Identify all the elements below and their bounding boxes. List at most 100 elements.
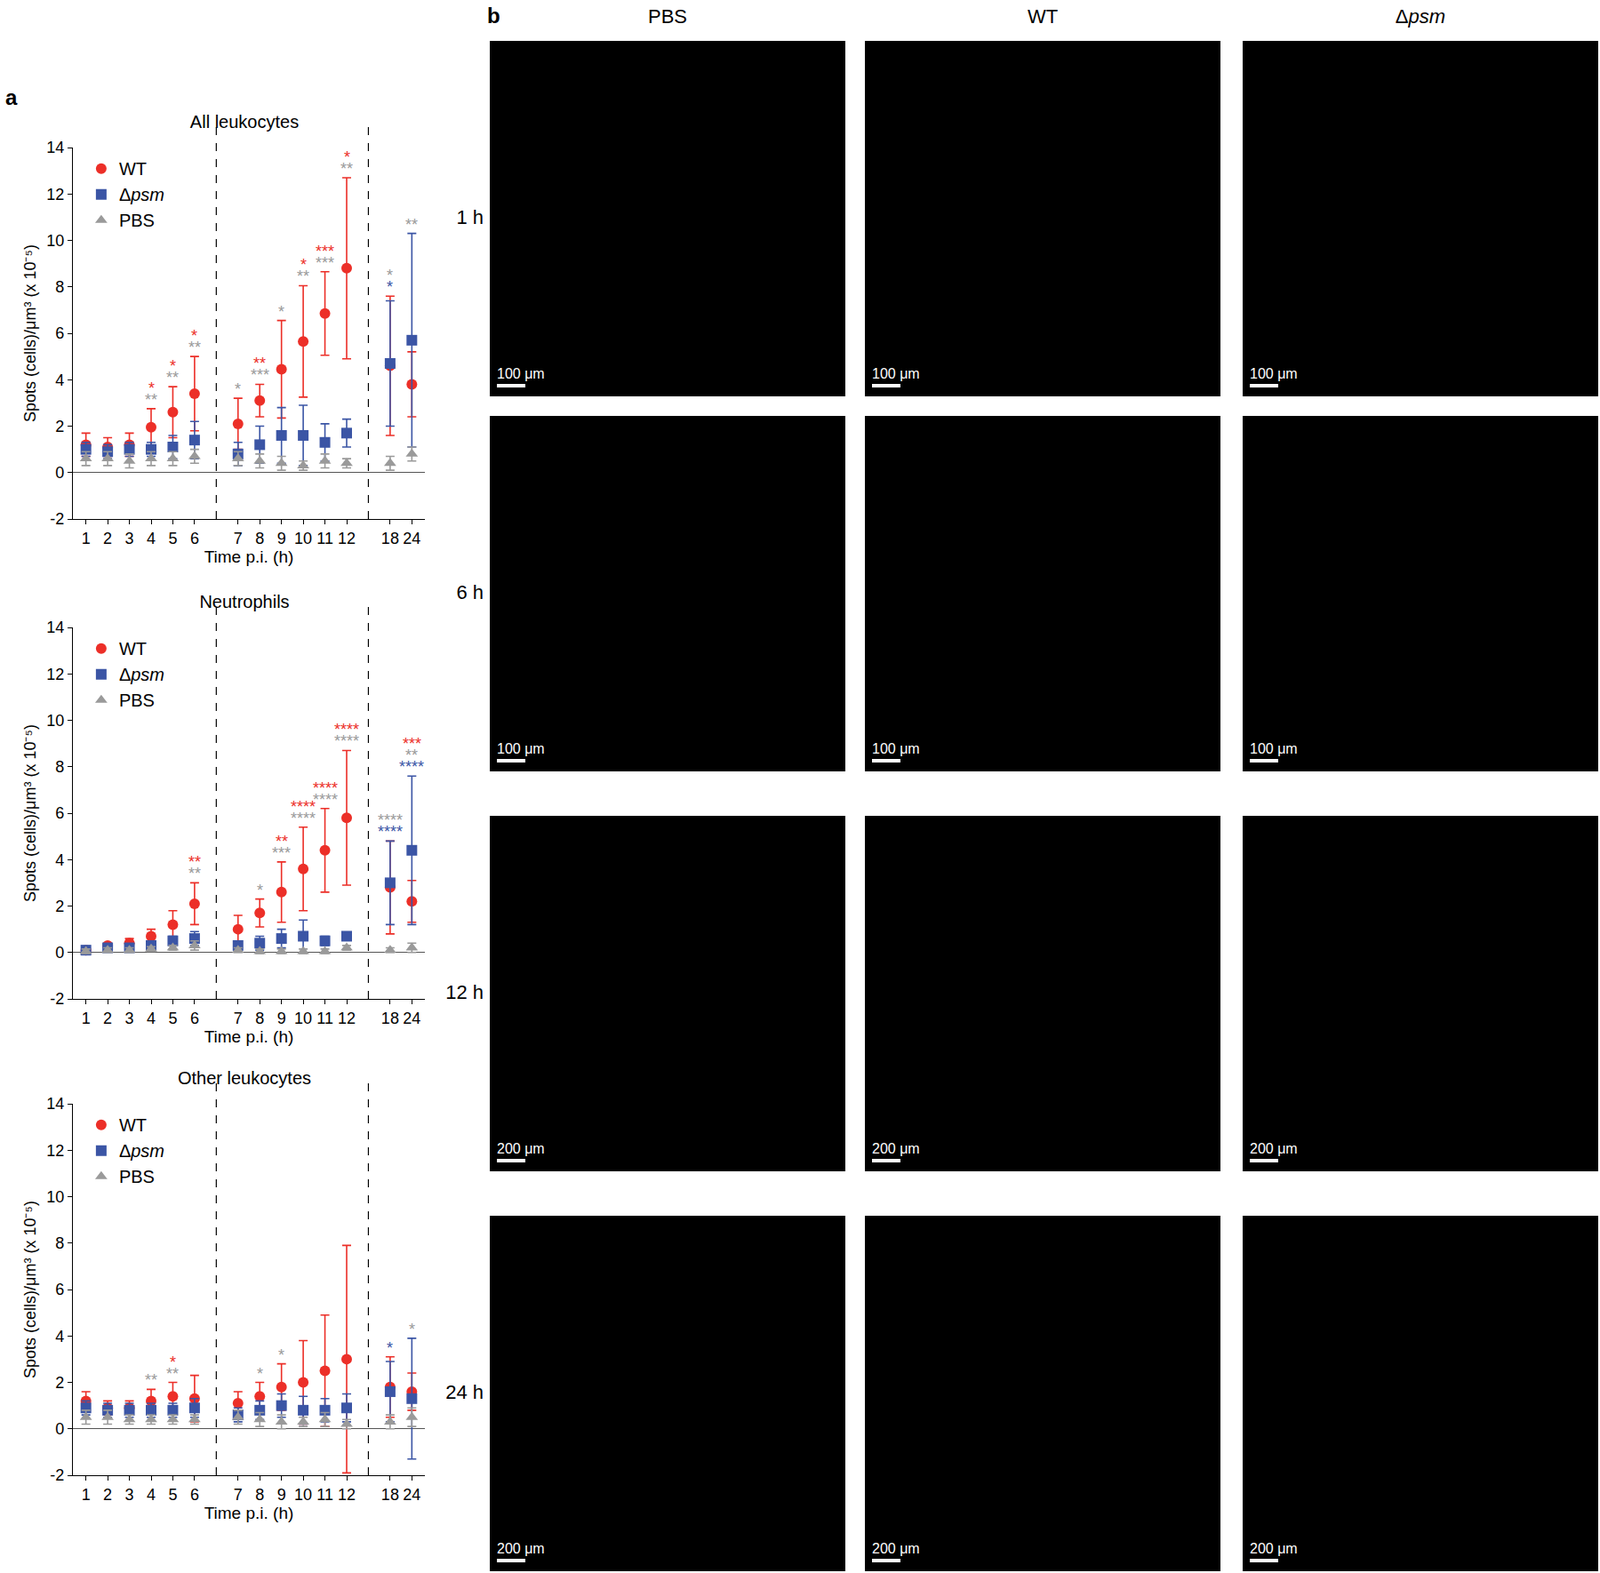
svg-text:*: * bbox=[386, 266, 393, 285]
svg-text:12: 12 bbox=[337, 1486, 356, 1504]
svg-text:**: ** bbox=[405, 216, 418, 234]
svg-text:4: 4 bbox=[55, 371, 64, 390]
svg-text:****: **** bbox=[312, 791, 338, 809]
svg-text:6: 6 bbox=[190, 1009, 200, 1028]
svg-text:WT: WT bbox=[119, 1115, 147, 1136]
svg-text:*: * bbox=[256, 881, 264, 900]
svg-text:4: 4 bbox=[146, 529, 156, 548]
svg-text:*: * bbox=[234, 380, 241, 399]
svg-text:**: ** bbox=[296, 267, 310, 286]
svg-text:24: 24 bbox=[402, 1486, 421, 1504]
svg-text:**: ** bbox=[405, 746, 418, 765]
svg-text:2: 2 bbox=[103, 529, 112, 548]
svg-text:4: 4 bbox=[55, 1328, 64, 1346]
svg-text:**: ** bbox=[144, 391, 158, 409]
svg-text:**: ** bbox=[188, 864, 201, 883]
svg-text:9: 9 bbox=[277, 1009, 287, 1028]
svg-text:*: * bbox=[300, 256, 307, 274]
svg-text:Spots (cells)/μm³ (x 10⁻⁵): Spots (cells)/μm³ (x 10⁻⁵) bbox=[21, 1200, 40, 1379]
svg-text:5: 5 bbox=[168, 1009, 177, 1028]
svg-text:7: 7 bbox=[233, 1009, 243, 1028]
svg-text:Δpsm: Δpsm bbox=[119, 1141, 165, 1161]
svg-text:****: **** bbox=[377, 811, 403, 830]
svg-text:1: 1 bbox=[81, 529, 91, 548]
svg-text:*: * bbox=[386, 1339, 393, 1358]
svg-text:11: 11 bbox=[316, 529, 334, 548]
svg-text:**: ** bbox=[144, 1371, 158, 1390]
svg-text:****: **** bbox=[399, 758, 424, 776]
svg-text:*: * bbox=[148, 379, 155, 398]
svg-text:10: 10 bbox=[46, 712, 64, 730]
svg-text:Time p.i. (h): Time p.i. (h) bbox=[204, 547, 295, 567]
svg-text:3: 3 bbox=[125, 529, 135, 548]
svg-text:****: **** bbox=[377, 823, 403, 841]
svg-text:*: * bbox=[344, 148, 351, 167]
svg-text:-2: -2 bbox=[49, 990, 64, 1008]
svg-text:18: 18 bbox=[381, 1009, 400, 1028]
svg-text:***: *** bbox=[250, 366, 270, 384]
svg-text:WT: WT bbox=[119, 159, 147, 179]
svg-text:PBS: PBS bbox=[119, 210, 155, 231]
svg-text:Time p.i. (h): Time p.i. (h) bbox=[204, 1504, 295, 1523]
svg-text:4: 4 bbox=[55, 851, 64, 870]
svg-text:5: 5 bbox=[168, 529, 177, 548]
svg-text:12: 12 bbox=[46, 665, 64, 684]
svg-text:12: 12 bbox=[337, 1009, 356, 1028]
svg-text:2: 2 bbox=[55, 897, 64, 916]
svg-text:10: 10 bbox=[46, 1188, 64, 1207]
svg-text:10: 10 bbox=[294, 1009, 312, 1028]
svg-text:***: *** bbox=[315, 254, 335, 272]
svg-text:8: 8 bbox=[55, 758, 64, 776]
svg-text:0: 0 bbox=[55, 464, 64, 482]
svg-text:8: 8 bbox=[55, 1234, 64, 1253]
svg-text:*: * bbox=[191, 327, 198, 345]
svg-text:**: ** bbox=[188, 853, 201, 872]
svg-text:****: **** bbox=[290, 798, 316, 816]
svg-text:12: 12 bbox=[46, 185, 64, 204]
svg-text:18: 18 bbox=[381, 1486, 400, 1504]
svg-text:24: 24 bbox=[402, 1009, 421, 1028]
svg-text:3: 3 bbox=[125, 1009, 135, 1028]
svg-text:Δpsm: Δpsm bbox=[119, 184, 165, 205]
svg-text:*: * bbox=[386, 278, 393, 296]
svg-text:11: 11 bbox=[316, 1486, 334, 1504]
svg-text:8: 8 bbox=[255, 529, 264, 548]
svg-text:6: 6 bbox=[55, 804, 64, 823]
svg-text:**: ** bbox=[253, 354, 266, 373]
svg-text:9: 9 bbox=[277, 529, 287, 548]
svg-text:1: 1 bbox=[81, 1009, 91, 1028]
svg-text:9: 9 bbox=[277, 1486, 287, 1504]
svg-text:4: 4 bbox=[146, 1009, 156, 1028]
svg-text:14: 14 bbox=[46, 1095, 64, 1113]
svg-text:Neutrophils: Neutrophils bbox=[199, 592, 289, 612]
svg-text:***: *** bbox=[272, 844, 291, 863]
svg-text:*: * bbox=[256, 1365, 264, 1384]
svg-text:*: * bbox=[278, 303, 285, 321]
svg-text:4: 4 bbox=[146, 1486, 156, 1504]
svg-text:10: 10 bbox=[294, 1486, 312, 1504]
svg-text:7: 7 bbox=[233, 1486, 243, 1504]
svg-text:8: 8 bbox=[55, 278, 64, 296]
svg-text:****: **** bbox=[312, 779, 338, 798]
svg-text:****: **** bbox=[334, 720, 360, 739]
svg-text:***: *** bbox=[402, 735, 422, 753]
svg-text:*: * bbox=[278, 1346, 285, 1365]
svg-text:PBS: PBS bbox=[119, 1167, 155, 1187]
svg-text:6: 6 bbox=[190, 1486, 200, 1504]
svg-text:6: 6 bbox=[55, 1280, 64, 1299]
svg-text:8: 8 bbox=[255, 1486, 264, 1504]
svg-text:**: ** bbox=[166, 368, 179, 387]
svg-text:8: 8 bbox=[255, 1009, 264, 1028]
svg-text:2: 2 bbox=[55, 417, 64, 436]
svg-text:**: ** bbox=[188, 338, 201, 357]
svg-text:10: 10 bbox=[294, 529, 312, 548]
svg-text:24: 24 bbox=[402, 529, 421, 548]
svg-text:WT: WT bbox=[119, 639, 147, 659]
svg-text:18: 18 bbox=[381, 529, 400, 548]
svg-text:All leukocytes: All leukocytes bbox=[190, 112, 299, 132]
svg-text:14: 14 bbox=[46, 138, 64, 157]
svg-text:*: * bbox=[169, 357, 176, 376]
svg-text:****: **** bbox=[334, 732, 360, 751]
svg-text:6: 6 bbox=[190, 529, 200, 548]
svg-text:**: ** bbox=[275, 832, 288, 851]
